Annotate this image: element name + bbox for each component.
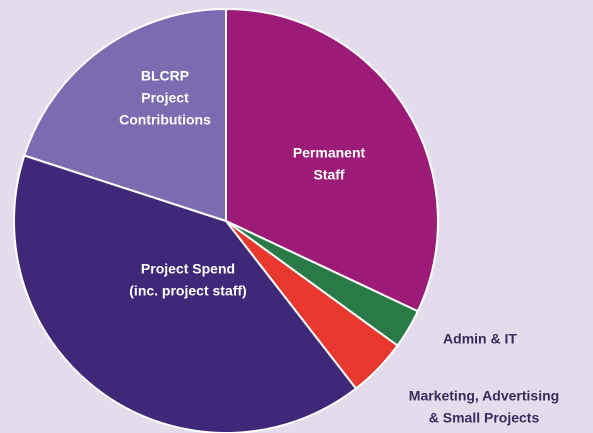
pie-slice xyxy=(23,8,227,222)
slice-label: Admin & IT xyxy=(443,331,517,347)
slice-label: Staff xyxy=(313,167,344,183)
pie-slice xyxy=(225,8,439,313)
slice-label: Permanent xyxy=(293,145,366,161)
slice-label: Project Spend xyxy=(141,261,235,277)
slice-label: Contributions xyxy=(119,112,211,128)
slice-label: (inc. project staff) xyxy=(129,283,246,299)
pie-slice xyxy=(13,154,357,433)
slice-label: & Small Projects xyxy=(429,410,540,426)
slice-label: BLCRP xyxy=(141,68,189,84)
slice-label: Project xyxy=(141,90,189,106)
slice-label: Marketing, Advertising xyxy=(409,388,559,404)
